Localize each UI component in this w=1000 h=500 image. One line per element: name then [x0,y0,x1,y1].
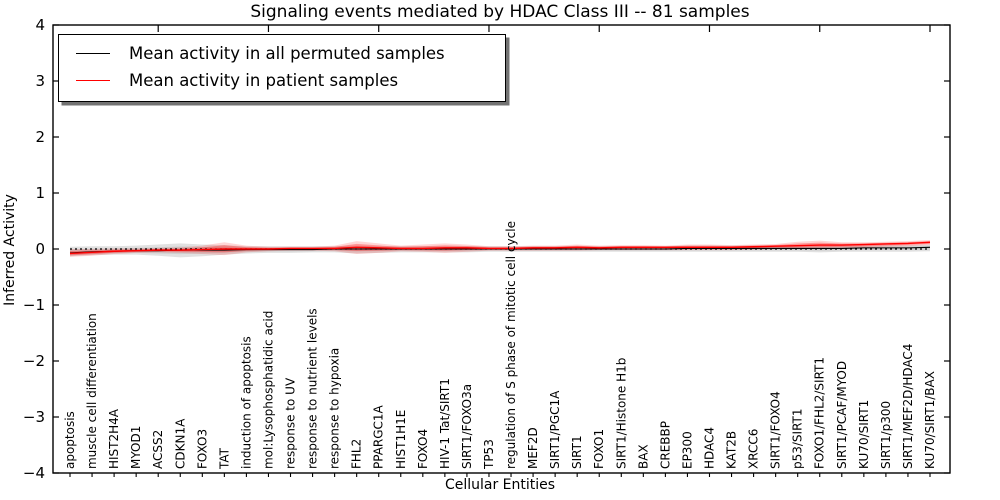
x-category-label: FOXO3 [195,429,209,469]
x-category-label: response to UV [284,377,298,469]
legend-label-permuted: Mean activity in all permuted samples [129,44,445,63]
red-line-swatch [76,80,110,81]
chart-title: Signaling events mediated by HDAC Class … [250,2,750,22]
x-category-label: SIRT1/p300 [879,401,893,469]
x-axis-label: Cellular Entities [444,477,556,493]
x-category-label: regulation of S phase of mitotic cell cy… [504,221,518,469]
x-category-label: SIRT1/FOXO4 [769,391,783,469]
x-category-label: KU70/SIRT1 [857,400,871,469]
x-category-label: SIRT1/Histone H1b [614,358,628,469]
x-category-label: KAT2B [725,431,739,469]
x-category-label: SIRT1/MEF2D/HDAC4 [901,344,915,469]
y-tick-label: 4 [35,16,45,34]
patient-mean-line [69,241,931,255]
x-category-label: SIRT1/PGC1A [548,390,562,469]
y-tick-label: −3 [23,408,45,426]
x-category-label: KU70/SIRT1/BAX [923,371,937,469]
y-tick-label: −2 [23,352,45,370]
legend-label-patient: Mean activity in patient samples [129,71,399,90]
x-category-label: SIRT1/FOXO3a [460,384,474,469]
x-category-label: CDKN1A [173,418,187,469]
x-category-label: HIV-1 Tat/SIRT1 [438,378,452,469]
x-category-label: induction of apoptosis [239,336,253,469]
y-tick-label: 1 [35,184,45,202]
x-category-label: SIRT1/PCAF/MYOD [835,361,849,469]
y-tick-label: 3 [35,72,45,90]
black-line-swatch [76,53,110,54]
x-category-label: HDAC4 [702,427,716,469]
x-category-label: p53/SIRT1 [791,408,805,469]
x-category-label: EP300 [680,431,694,469]
x-category-label: PPARGC1A [372,404,386,469]
x-category-label: TP53 [482,439,496,470]
y-tick-label: −1 [23,296,45,314]
x-category-label: apoptosis [63,411,77,469]
x-category-label: response to nutrient levels [306,308,320,469]
x-category-label: XRCC6 [747,429,761,469]
x-category-label: ACSS2 [151,430,165,469]
x-category-label: HIST2H4A [107,408,121,469]
x-category-label: SIRT1 [570,435,584,469]
x-category-label: MEF2D [526,427,540,469]
y-tick-label: 0 [35,240,45,258]
x-category-label: HIST1H1E [394,410,408,469]
x-category-label: FOXO1 [592,429,606,469]
y-tick-label: 2 [35,128,45,146]
x-category-label: FHL2 [350,439,364,469]
x-category-label: FOXO4 [416,429,430,469]
x-category-label: CREBBP [658,421,672,469]
x-category-label: TAT [217,447,231,470]
x-category-label: mol:Lysophosphatidic acid [261,311,275,469]
legend-item-patient: Mean activity in patient samples [59,67,505,94]
x-category-label: muscle cell differentiation [85,313,99,469]
legend-item-permuted: Mean activity in all permuted samples [59,40,505,67]
y-tick-label: −4 [23,464,45,482]
legend: Mean activity in all permuted samples Me… [58,34,506,102]
x-category-label: response to hypoxia [328,348,342,469]
x-category-label: MYOD1 [129,426,143,469]
x-category-label: BAX [636,444,650,469]
x-category-label: FOXO1/FHL2/SIRT1 [813,357,827,469]
